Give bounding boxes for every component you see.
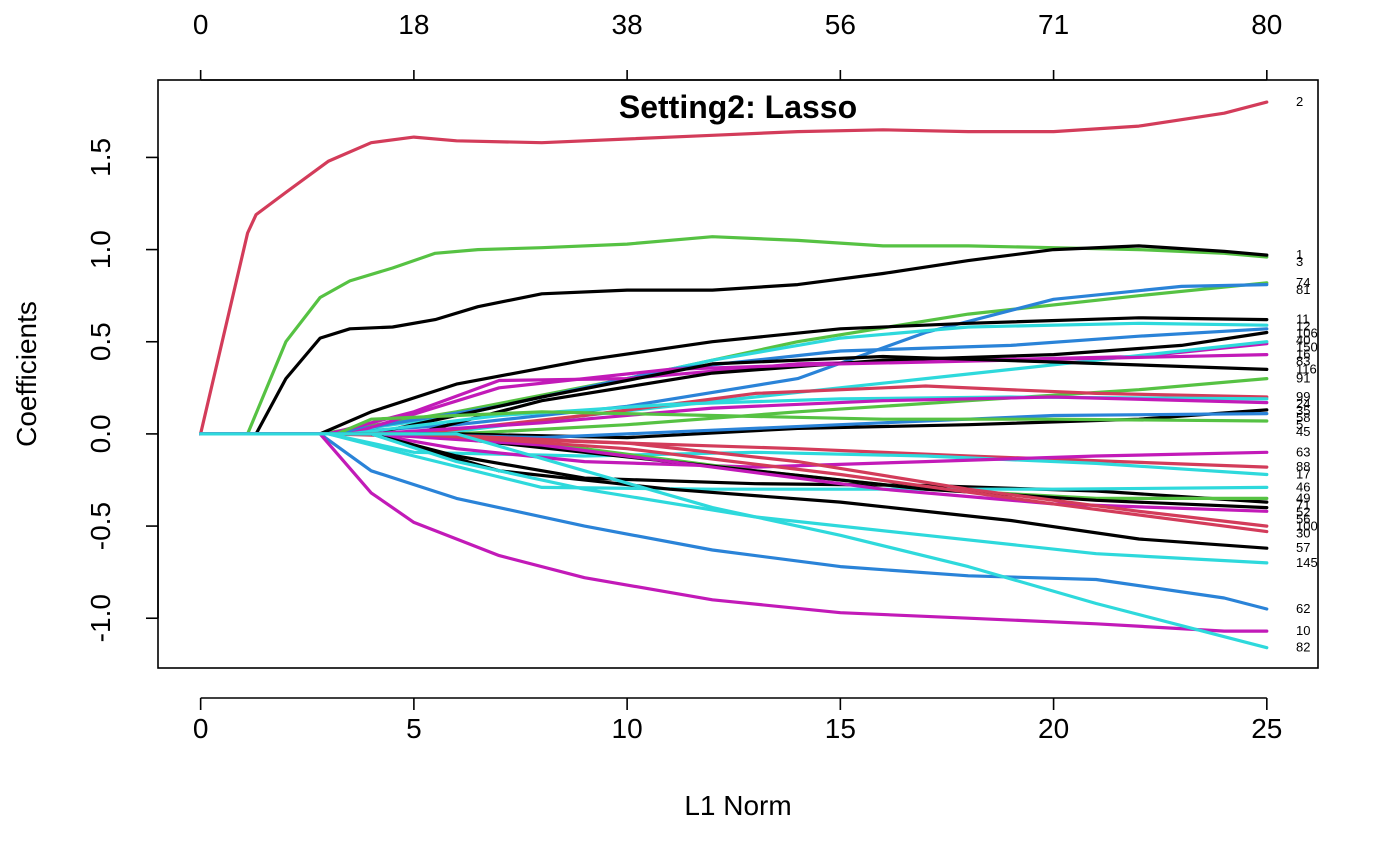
series-line-2 (199, 100, 1269, 436)
chart-title: Setting2: Lasso (619, 89, 857, 125)
top-tick-label: 56 (825, 9, 856, 40)
series-end-label-52: 52 (1296, 504, 1310, 519)
series-end-label-63: 63 (1296, 444, 1310, 459)
series-end-label-74: 74 (1296, 275, 1310, 290)
series-end-label-24: 24 (1296, 396, 1310, 411)
series-end-label-17: 17 (1296, 467, 1310, 482)
series-line-11 (199, 316, 1269, 436)
series-line-45 (199, 410, 1269, 436)
series-end-label-83: 83 (1296, 354, 1310, 369)
x-tick-label: 15 (825, 713, 856, 744)
series-end-label-49: 49 (1296, 490, 1310, 505)
series-end-label-35: 35 (1296, 403, 1310, 418)
series-line-1 (199, 244, 1269, 436)
x-tick-label: 5 (406, 713, 422, 744)
x-tick-label: 0 (193, 713, 209, 744)
y-tick-label: 0.0 (85, 414, 116, 453)
series-end-label-106: 106 (1296, 326, 1318, 341)
plot-frame (157, 79, 1319, 669)
series-end-label-5: 5 (1296, 417, 1303, 432)
series-line-62 (199, 432, 1269, 611)
y-tick-label: -0.5 (85, 502, 116, 550)
top-tick-label: 0 (193, 9, 209, 40)
series-end-label-71: 71 (1296, 497, 1310, 512)
y-tick-label: 1.0 (85, 230, 116, 269)
y-tick-label: 1.5 (85, 138, 116, 177)
series-end-label-12: 12 (1296, 319, 1310, 334)
series-end-label-46: 46 (1296, 479, 1310, 494)
x-tick-label: 20 (1038, 713, 1069, 744)
series-end-label-82: 82 (1296, 640, 1310, 655)
series-end-label-145: 145 (1296, 555, 1318, 570)
series-end-label-56: 56 (1296, 511, 1310, 526)
x-axis-top: 0 18 38 56 71 80 (193, 9, 1282, 81)
series-end-label-45: 45 (1296, 424, 1310, 439)
series-end-label-11: 11 (1296, 312, 1310, 327)
series-line-145 (199, 432, 1269, 565)
series-end-label-1: 1 (1296, 247, 1303, 262)
series-end-label-40: 40 (1296, 333, 1310, 348)
series-end-label-88: 88 (1296, 459, 1310, 474)
series-end-label-16: 16 (1296, 347, 1310, 362)
x-axis-label: L1 Norm (684, 790, 791, 821)
series-line-3 (199, 235, 1269, 436)
x-tick-label: 25 (1251, 713, 1282, 744)
series-end-label-116: 116 (1296, 361, 1317, 376)
series-line-46 (199, 432, 1269, 491)
y-axis-left: -1.0 -0.5 0.0 0.5 1.0 1.5 (85, 138, 159, 642)
series-end-label-62: 62 (1296, 601, 1310, 616)
series-line-10 (199, 432, 1269, 633)
y-axis-label: Coefficients (11, 301, 42, 447)
y-tick-label: 0.5 (85, 322, 116, 361)
x-axis-bottom: 0 5 10 15 20 25 (193, 697, 1282, 744)
top-tick-label: 38 (612, 9, 643, 40)
y-tick-label: -1.0 (85, 594, 116, 642)
series-end-label-57: 57 (1296, 540, 1310, 555)
series-end-label-30: 30 (1296, 525, 1310, 540)
series-end-label-150: 150 (1296, 340, 1318, 355)
series-end-label-81: 81 (1296, 282, 1310, 297)
series-layer (199, 100, 1269, 650)
series-end-label-100: 100 (1296, 518, 1318, 533)
top-tick-label: 71 (1038, 9, 1069, 40)
series-end-label-10: 10 (1296, 623, 1310, 638)
x-tick-label: 10 (612, 713, 643, 744)
top-tick-label: 18 (398, 9, 429, 40)
series-end-label-99: 99 (1296, 389, 1310, 404)
top-tick-label: 80 (1251, 9, 1282, 40)
series-end-label-91: 91 (1296, 371, 1310, 386)
series-line-106 (199, 327, 1269, 436)
series-line-82 (199, 432, 1269, 650)
series-end-label-3: 3 (1296, 254, 1303, 269)
series-end-label-58: 58 (1296, 410, 1310, 425)
series-end-label-2: 2 (1296, 94, 1303, 109)
